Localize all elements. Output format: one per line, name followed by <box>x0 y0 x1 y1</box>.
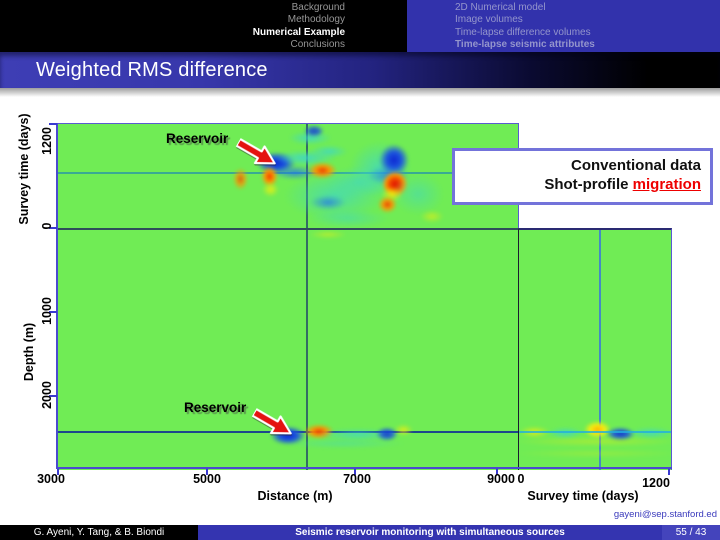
seismic-anomaly-blob <box>310 195 346 210</box>
seismic-anomaly-blob <box>519 449 671 458</box>
footer-authors: G. Ayeni, Y. Tang, & B. Biondi <box>0 525 198 540</box>
tick-label-0-top: 0 <box>40 222 54 230</box>
nav-section-background[interactable]: Background <box>291 2 345 13</box>
annotation-line2-prefix: Shot-profile <box>544 176 633 193</box>
annotation-line2: Shot-profile migration <box>455 175 701 194</box>
tick-label-1000-depth: 1000 <box>40 297 54 325</box>
annotation-migration-highlight: migration <box>632 176 701 193</box>
nav-section-methodology[interactable]: Methodology <box>287 14 345 26</box>
seismic-anomaly-blob <box>261 166 278 187</box>
reservoir-depth-line <box>519 431 671 433</box>
nav-subsection-background <box>407 0 720 52</box>
frame-title-bar: Weighted RMS difference <box>0 52 720 88</box>
nav-section-conclusions[interactable]: Conclusions <box>290 38 345 50</box>
tick-label-5000: 5000 <box>193 472 221 486</box>
nav-subsection-image-volumes[interactable]: Image volumes <box>455 14 523 26</box>
seismic-anomaly-blob <box>420 210 444 223</box>
bottom-axis-line <box>56 467 672 469</box>
axis-label-survey-time-bottom: Survey time (days) <box>527 489 639 503</box>
seismic-anomaly-blob <box>378 196 397 213</box>
axis-tick <box>668 469 670 475</box>
tick-label-1200-survey: 1200 <box>642 476 670 490</box>
annotation-box: Conventional data Shot-profile migration <box>452 148 713 205</box>
seismic-anomaly-blob <box>392 173 444 215</box>
axis-tick <box>49 227 57 229</box>
seismic-anomaly-blob <box>309 230 347 239</box>
title-bar-shadow <box>0 88 720 97</box>
seismic-anomaly-blob <box>628 427 671 439</box>
seismic-anomaly-blob <box>304 125 324 137</box>
axis-tick <box>49 123 57 125</box>
seismic-anomaly-blob <box>584 421 611 438</box>
reservoir-label-bottom: Reservoir <box>184 400 247 415</box>
tick-label-1200-top: 1200 <box>40 127 54 155</box>
axis-label-survey-time-left: Survey time (days) <box>17 113 31 225</box>
tick-label-3000: 3000 <box>37 472 65 486</box>
seismic-anomaly-blob <box>394 424 413 436</box>
seismic-anomaly-blob <box>548 427 583 439</box>
axis-tick <box>49 395 57 397</box>
tick-label-7000: 7000 <box>343 472 371 486</box>
seismic-anomaly-blob <box>376 427 398 441</box>
email-text: gayeni@sep.stanford.ed <box>613 509 717 520</box>
panel-depth-vs-survey-time <box>519 228 672 470</box>
tick-label-0-survey: 0 <box>517 472 525 486</box>
reservoir-arrow-bottom-icon <box>246 402 299 449</box>
seismic-anomaly-blob <box>307 209 389 228</box>
seismic-anomaly-blob <box>310 145 348 158</box>
footer-talk-title: Seismic reservoir monitoring with simult… <box>198 525 662 540</box>
tick-label-9000: 9000 <box>487 472 515 486</box>
seismic-anomaly-blob <box>262 182 279 197</box>
footer-page-number: 55 / 43 <box>662 525 720 540</box>
annotation-line1: Conventional data <box>570 157 701 174</box>
nav-subsections: 2D Numerical model Image volumes Time-la… <box>455 2 595 51</box>
axis-tick <box>206 469 208 475</box>
nav-subsection-2d-numerical-model[interactable]: 2D Numerical model <box>455 2 546 13</box>
nav-sections: Background Methodology Numerical Example… <box>0 2 345 51</box>
frame-title: Weighted RMS difference <box>36 59 268 81</box>
reservoir-arrow-top-icon <box>230 132 283 179</box>
header-navigation: Background Methodology Numerical Example… <box>0 0 720 52</box>
axis-tick <box>354 469 356 475</box>
axis-label-distance: Distance (m) <box>257 489 333 503</box>
crossline-vertical <box>599 230 601 470</box>
seismic-anomaly-blob <box>282 438 406 449</box>
axis-label-depth: Depth (m) <box>22 322 36 382</box>
nav-subsection-time-lapse-difference-volumes[interactable]: Time-lapse difference volumes <box>455 26 591 38</box>
crossline-vertical <box>306 230 308 470</box>
left-axis-line <box>56 123 58 469</box>
panel-survey-time-vs-distance <box>58 123 519 229</box>
nav-section-numerical-example[interactable]: Numerical Example <box>252 26 345 38</box>
footer-bar: G. Ayeni, Y. Tang, & B. Biondi Seismic r… <box>0 525 720 540</box>
axis-tick <box>57 469 59 475</box>
seismic-anomaly-blob <box>233 168 248 190</box>
nav-subsection-time-lapse-seismic-attributes[interactable]: Time-lapse seismic attributes <box>455 38 595 50</box>
tick-label-2000-depth: 2000 <box>40 381 54 409</box>
seismic-anomaly-blob <box>519 436 671 447</box>
axis-tick <box>49 311 57 313</box>
reservoir-label-top: Reservoir <box>166 131 229 146</box>
axis-tick <box>496 469 498 475</box>
seismic-anomaly-blob <box>606 427 635 441</box>
